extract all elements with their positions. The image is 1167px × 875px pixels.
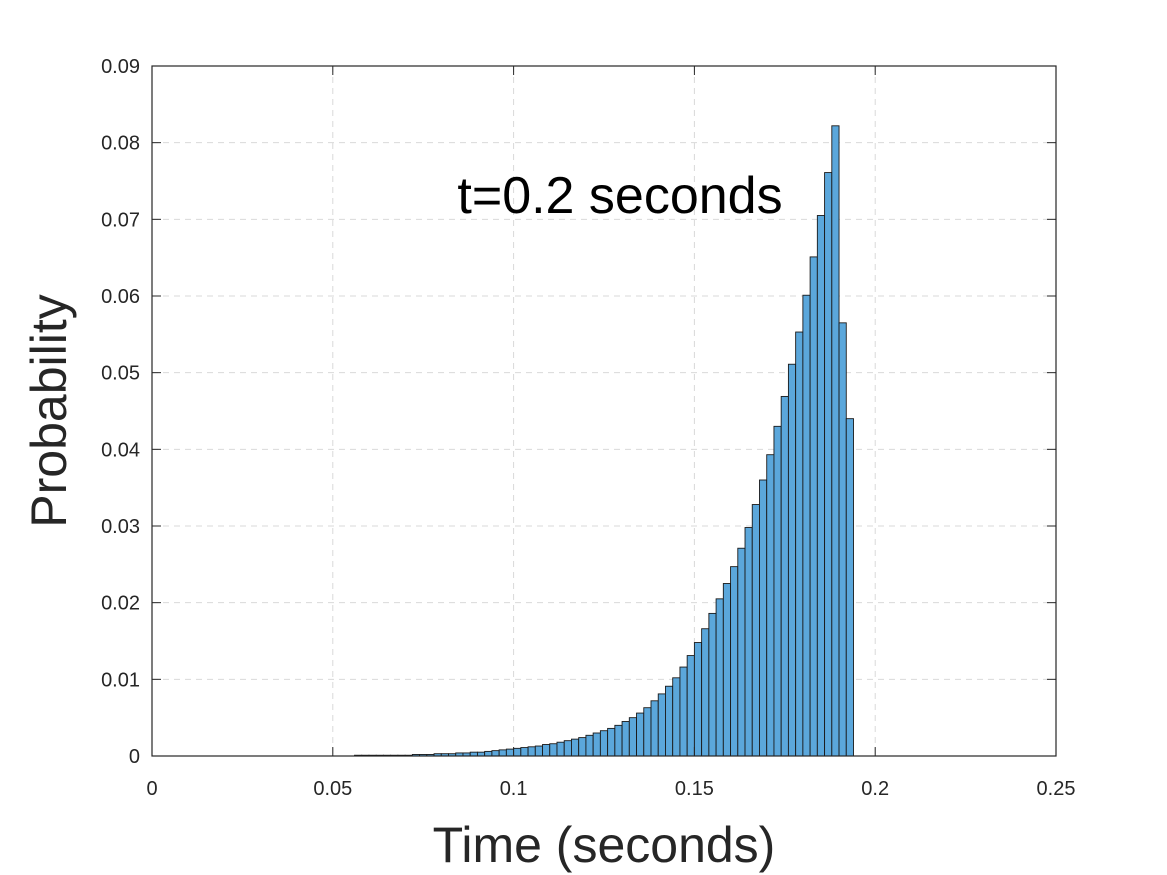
histogram-bar: [563, 740, 572, 757]
y-tick-label: 0.09: [101, 56, 140, 78]
histogram-bar: [665, 685, 674, 757]
x-axis-title: Time (seconds): [433, 817, 776, 873]
histogram-bar: [607, 727, 616, 757]
histogram-bar: [802, 294, 811, 757]
histogram-bar: [636, 712, 645, 757]
histogram-bar: [621, 721, 630, 757]
y-tick-label: 0.07: [101, 209, 140, 231]
histogram-bar: [780, 395, 789, 757]
histogram-bar: [527, 746, 536, 757]
x-tick-label: 0.05: [313, 778, 352, 800]
histogram-bars: [354, 125, 854, 757]
histogram-bar: [730, 566, 739, 757]
y-tick-label: 0.01: [101, 669, 140, 691]
y-tick-label: 0.08: [101, 133, 140, 155]
histogram-bar: [751, 504, 760, 757]
histogram-bar: [744, 527, 753, 757]
histogram-bar: [578, 737, 587, 757]
histogram-bar: [795, 331, 804, 757]
histogram-bar: [571, 738, 580, 757]
histogram-bar: [549, 743, 558, 757]
x-tick-label: 0.2: [861, 778, 889, 800]
histogram-bar: [759, 479, 768, 757]
plot-frame: [151, 65, 1057, 757]
histogram-bar: [845, 418, 854, 757]
y-tick-label: 0.06: [101, 286, 140, 308]
x-tick-label: 0.15: [675, 778, 714, 800]
plot-area: [152, 66, 1056, 756]
histogram-bar: [520, 747, 529, 757]
histogram-bar: [498, 749, 507, 757]
histogram-bar: [686, 655, 695, 757]
histogram-bar: [505, 748, 515, 757]
histogram-bar: [715, 598, 724, 757]
x-tick-labels: 0 0.05 0.1 0.15 0.2 0.25: [146, 778, 1075, 800]
y-axis-title: Probability: [21, 294, 77, 527]
x-tick-label: 0: [146, 778, 157, 800]
histogram-bar: [599, 730, 609, 757]
histogram-bar: [787, 363, 797, 757]
histogram-bar: [542, 744, 551, 757]
histogram-bar: [708, 612, 717, 757]
x-tick-label: 0.25: [1037, 778, 1076, 800]
axis-ticks: [151, 65, 1057, 757]
histogram-bar: [722, 583, 732, 757]
y-tick-label: 0.05: [101, 363, 140, 385]
histogram-bar: [491, 750, 500, 757]
histogram-bar: [701, 628, 710, 757]
histogram-bar: [657, 693, 666, 757]
histogram-bar: [628, 717, 637, 757]
x-tick-label: 0.1: [500, 778, 528, 800]
histogram-bar: [809, 256, 818, 757]
histogram-bar: [737, 547, 746, 757]
histogram-bar: [585, 734, 594, 757]
histogram-bar: [672, 677, 681, 757]
y-tick-label: 0: [129, 746, 140, 768]
y-tick-label: 0.02: [101, 593, 140, 615]
histogram-bar: [816, 215, 826, 757]
histogram-bar: [693, 642, 703, 757]
histogram-bar: [650, 700, 659, 757]
histogram-bar: [556, 741, 565, 757]
histogram-bar: [513, 747, 522, 757]
y-tick-label: 0.04: [101, 439, 140, 461]
histogram-bar: [766, 454, 775, 757]
histogram-bar: [824, 172, 833, 757]
histogram-bar: [838, 322, 847, 757]
histogram-bar: [484, 750, 493, 757]
histogram-bar: [592, 732, 601, 757]
histogram-bar: [643, 707, 652, 757]
histogram-bar: [773, 425, 782, 757]
annotation-label: t=0.2 seconds: [457, 167, 782, 225]
y-tick-label: 0.03: [101, 516, 140, 538]
histogram-bar: [679, 666, 688, 757]
histogram-bar: [534, 745, 543, 757]
histogram-bar: [831, 125, 840, 757]
grid-lines: [152, 66, 1056, 756]
y-tick-labels: 0 0.01 0.02 0.03 0.04 0.05 0.06 0.07 0.08 0.09: [101, 56, 140, 768]
histogram-bar: [614, 724, 623, 757]
